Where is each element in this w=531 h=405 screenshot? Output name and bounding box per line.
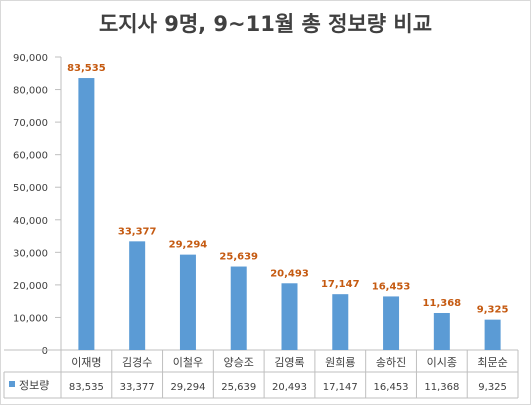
table-value: 29,294 bbox=[170, 382, 205, 393]
bar-원희룡 bbox=[332, 294, 349, 350]
legend-swatch bbox=[9, 381, 15, 387]
bar-최문순 bbox=[484, 319, 501, 350]
data-label: 11,368 bbox=[423, 298, 462, 309]
y-tick-label: 10,000 bbox=[13, 313, 48, 324]
y-tick-label: 80,000 bbox=[13, 86, 48, 97]
table-value: 17,147 bbox=[323, 382, 358, 393]
category-label: 김경수 bbox=[122, 356, 152, 369]
y-tick-label: 30,000 bbox=[13, 248, 48, 259]
category-label: 최문순 bbox=[477, 356, 507, 369]
bar-양승조 bbox=[230, 266, 247, 350]
category-label: 이시종 bbox=[427, 356, 457, 369]
table-value: 20,493 bbox=[272, 382, 307, 393]
category-label: 이철우 bbox=[173, 356, 203, 369]
chart-title: 도지사 9명, 9~11월 총 정보량 비교 bbox=[98, 12, 433, 36]
data-label: 29,294 bbox=[169, 240, 208, 251]
data-label: 25,639 bbox=[219, 252, 258, 263]
table-value: 9,325 bbox=[478, 382, 507, 393]
y-tick-label: 20,000 bbox=[13, 281, 48, 292]
category-label: 양승조 bbox=[224, 356, 254, 369]
table-value: 33,377 bbox=[120, 382, 155, 393]
category-label: 김영록 bbox=[274, 356, 304, 369]
data-label: 17,147 bbox=[321, 279, 360, 290]
table-value: 25,639 bbox=[221, 382, 256, 393]
bar-김경수 bbox=[129, 241, 146, 350]
y-tick-label: 0 bbox=[42, 346, 48, 357]
data-label: 20,493 bbox=[270, 268, 309, 279]
y-tick-label: 40,000 bbox=[13, 216, 48, 227]
y-tick-label: 90,000 bbox=[13, 53, 48, 64]
y-tick-label: 70,000 bbox=[13, 118, 48, 129]
table-value: 16,453 bbox=[374, 382, 409, 393]
bar-송하진 bbox=[383, 296, 400, 350]
bar-이시종 bbox=[433, 312, 450, 350]
category-label: 원희룡 bbox=[325, 356, 355, 369]
table-value: 11,368 bbox=[424, 382, 459, 393]
y-tick-label: 60,000 bbox=[13, 151, 48, 162]
y-tick-label: 50,000 bbox=[13, 183, 48, 194]
bar-김영록 bbox=[281, 283, 298, 350]
data-label: 83,535 bbox=[67, 63, 106, 74]
category-label: 이재명 bbox=[71, 356, 101, 369]
data-label: 16,453 bbox=[372, 281, 411, 292]
legend-label: 정보량 bbox=[19, 379, 49, 392]
data-label: 9,325 bbox=[477, 305, 509, 316]
data-label: 33,377 bbox=[118, 226, 157, 237]
category-label: 송하진 bbox=[376, 355, 406, 369]
bar-이재명 bbox=[78, 78, 95, 350]
table-value: 83,535 bbox=[69, 382, 104, 393]
bar-이철우 bbox=[179, 254, 196, 350]
